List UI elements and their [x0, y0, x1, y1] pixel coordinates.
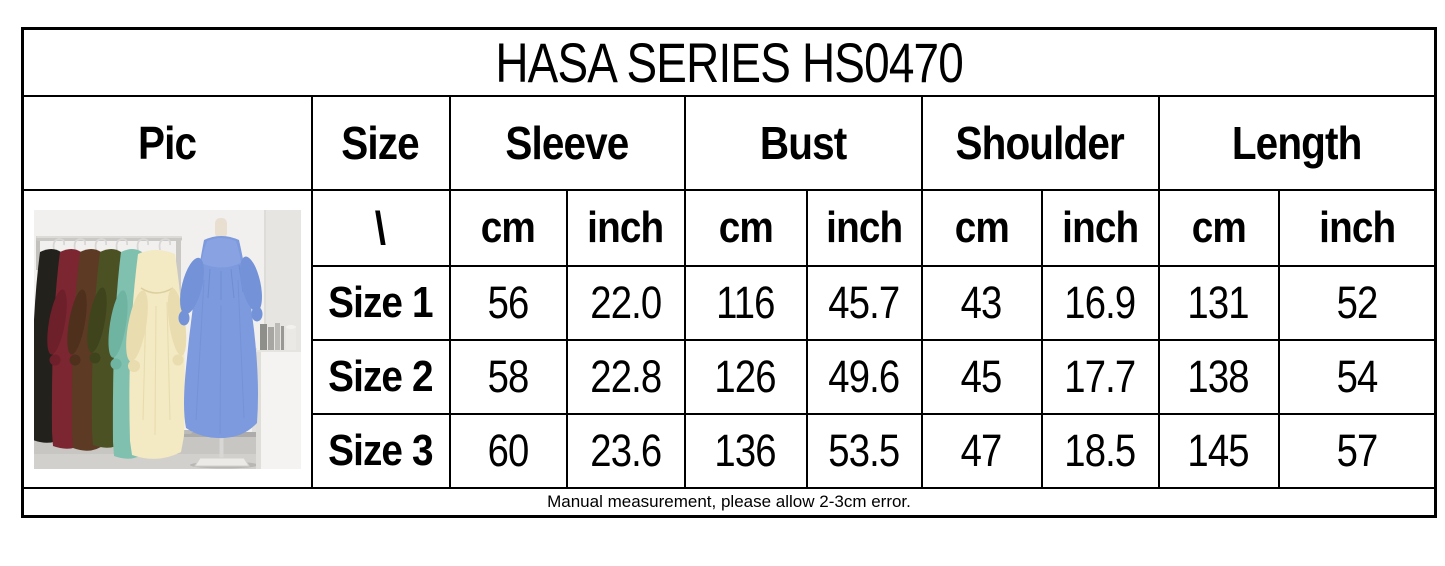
value-cell: 45.7 — [805, 265, 923, 341]
size-chart-table: HASA SERIES HS0470 Pic Size Sleeve Bust … — [21, 27, 1437, 518]
value-cell: 52 — [1277, 265, 1437, 341]
value-cell: 18.5 — [1040, 413, 1160, 489]
unit-cell: cm — [448, 189, 568, 267]
value-cell: 49.6 — [805, 339, 923, 415]
cylinder-ornament — [285, 326, 296, 350]
book — [259, 323, 267, 350]
value-cell: 60 — [448, 413, 568, 489]
blue-dress — [178, 235, 263, 438]
unit-cell: inch — [565, 189, 686, 267]
col-header-length: Length — [1157, 95, 1437, 191]
unit-cell: inch — [805, 189, 923, 267]
blue-dress-sleeve — [239, 256, 262, 311]
book — [280, 325, 284, 350]
col-header-pic: Pic — [21, 95, 313, 191]
value-cell: 47 — [920, 413, 1043, 489]
page-title: HASA SERIES HS0470 — [495, 31, 963, 94]
value-cell: 54 — [1277, 339, 1437, 415]
unit-cell: inch — [1040, 189, 1160, 267]
col-header-sleeve: Sleeve — [448, 95, 686, 191]
mannequin-pole — [219, 435, 224, 460]
value-cell: 116 — [683, 265, 808, 341]
dress-cream — [125, 249, 186, 459]
unit-cell: cm — [683, 189, 808, 267]
value-cell: 23.6 — [565, 413, 686, 489]
title-cell: HASA SERIES HS0470 — [21, 27, 1437, 97]
value-cell: 126 — [683, 339, 808, 415]
product-photo — [33, 209, 301, 469]
footer-note-cell: Manual measurement, please allow 2-3cm e… — [21, 487, 1437, 517]
unit-cell: inch — [1277, 189, 1437, 267]
value-cell: 136 — [683, 413, 808, 489]
size-row: Size 1 56 22.0 116 45.7 43 16.9 131 52 — [23, 265, 1437, 341]
title-row: HASA SERIES HS0470 — [21, 27, 1437, 97]
value-cell: 45 — [920, 339, 1043, 415]
value-cell: 57 — [1277, 413, 1437, 489]
value-cell: 22.0 — [565, 265, 686, 341]
value-cell: 56 — [448, 265, 568, 341]
value-cell: 138 — [1157, 339, 1280, 415]
blue-dress-yoke — [200, 237, 241, 267]
mannequin-base — [193, 457, 250, 466]
footer-row: Manual measurement, please allow 2-3cm e… — [21, 487, 1437, 517]
hanger-hooks — [52, 237, 171, 250]
value-cell: 16.9 — [1040, 265, 1160, 341]
size-label-cell: Size 3 — [310, 413, 451, 489]
photo-wall-corner — [263, 209, 266, 432]
footer-note: Manual measurement, please allow 2-3cm e… — [547, 491, 911, 511]
unit-cell: cm — [1157, 189, 1280, 267]
value-cell: 58 — [448, 339, 568, 415]
size-label-cell: Size 1 — [310, 265, 451, 341]
unit-slash-cell: \ — [310, 189, 451, 267]
book — [274, 322, 280, 350]
value-cell: 131 — [1157, 265, 1280, 341]
size-row: Size 2 58 22.8 126 49.6 45 17.7 138 54 — [23, 339, 1437, 415]
value-cell: 53.5 — [805, 413, 923, 489]
value-cell: 43 — [920, 265, 1043, 341]
header-row: Pic Size Sleeve Bust Shoulder Length — [21, 95, 1437, 191]
value-cell: 145 — [1157, 413, 1280, 489]
mannequin-neck — [214, 217, 227, 238]
size-row: Size 3 60 23.6 136 53.5 47 18.5 145 57 — [23, 413, 1437, 489]
blue-dress-sleeve — [179, 257, 204, 314]
col-header-size: Size — [310, 95, 451, 191]
product-photo-cell — [21, 189, 313, 489]
value-cell: 22.8 — [565, 339, 686, 415]
value-cell: 17.7 — [1040, 339, 1160, 415]
col-header-bust: Bust — [683, 95, 923, 191]
book — [267, 326, 274, 350]
unit-cell: cm — [920, 189, 1043, 267]
unit-row: \ cm inch cm inch cm inch cm inch — [21, 189, 1437, 489]
size-label-cell: Size 2 — [310, 339, 451, 415]
col-header-shoulder: Shoulder — [920, 95, 1160, 191]
